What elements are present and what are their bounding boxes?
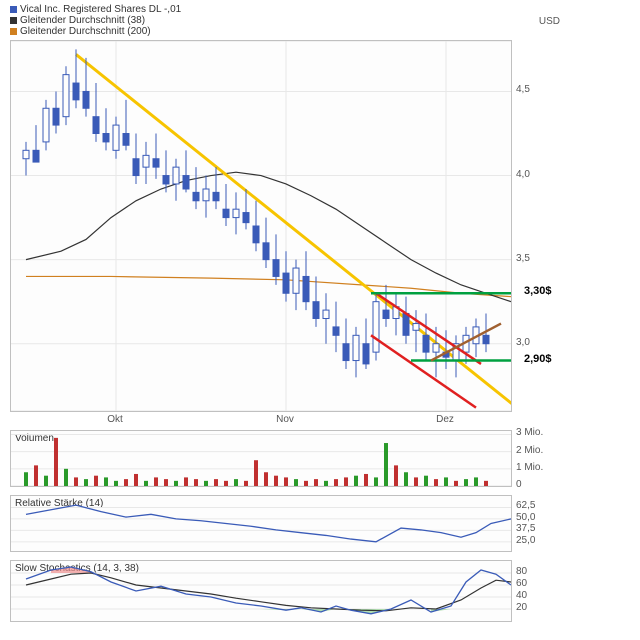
stoch-tick-label: 20: [516, 602, 638, 613]
vol-tick-label: 1 Mio.: [516, 462, 638, 473]
chart-container: { "header": { "title": "Vical Inc. Regis…: [0, 0, 640, 640]
y-tick-label: 4,5: [516, 84, 638, 95]
legend-ma200: Gleitender Durchschnitt (200): [20, 26, 151, 37]
annotation-290: 2,90$: [524, 353, 552, 365]
stoch-tick-label: 60: [516, 578, 638, 589]
legend-sq-3: [10, 28, 17, 35]
legend-sq-1: [10, 6, 17, 13]
rsi-tick-label: 37,5: [516, 523, 638, 534]
vol-tick-label: 3 Mio.: [516, 427, 638, 438]
legend-ma38: Gleitender Durchschnitt (38): [20, 15, 145, 26]
rsi-tick-label: 62,5: [516, 500, 638, 511]
y-tick-label: 4,0: [516, 169, 638, 180]
stoch-panel: Slow Stochastics (14, 3, 38): [10, 560, 512, 622]
volume-panel: Volumen: [10, 430, 512, 487]
y-tick-label: 3,0: [516, 337, 638, 348]
x-tick-label: Okt: [107, 414, 123, 425]
stoch-tick-label: 80: [516, 566, 638, 577]
y-tick-label: 3,5: [516, 253, 638, 264]
x-tick-label: Nov: [276, 414, 294, 425]
legend: Vical Inc. Registered Shares DL -,01 Gle…: [10, 4, 185, 37]
vol-tick-label: 2 Mio.: [516, 445, 638, 456]
rsi-tick-label: 25,0: [516, 535, 638, 546]
vol-tick-label: 0: [516, 479, 638, 490]
legend-sq-2: [10, 17, 17, 24]
rsi-tick-label: 50,0: [516, 512, 638, 523]
legend-title: Vical Inc. Registered Shares DL -,01: [20, 4, 181, 15]
price-chart-panel: [10, 40, 512, 412]
currency-label: USD: [539, 16, 560, 27]
x-tick-label: Dez: [436, 414, 454, 425]
stoch-tick-label: 40: [516, 590, 638, 601]
rsi-panel: Relative Stärke (14): [10, 495, 512, 552]
annotation-330: 3,30$: [524, 285, 552, 297]
